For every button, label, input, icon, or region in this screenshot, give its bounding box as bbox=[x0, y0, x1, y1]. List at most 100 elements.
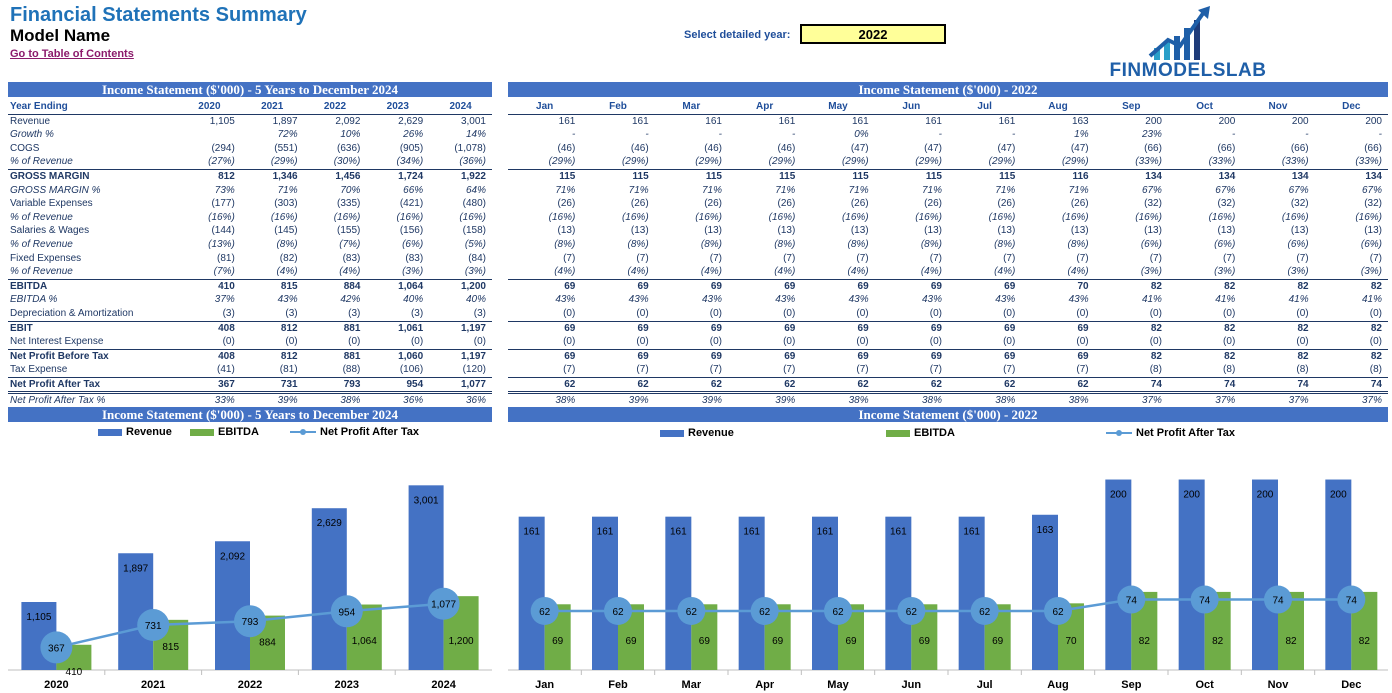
npat-point bbox=[234, 605, 266, 638]
table-cell: 62 bbox=[727, 376, 802, 395]
table-cell: (16%) bbox=[459, 211, 486, 223]
table-cell: (335) bbox=[337, 198, 361, 210]
row-label: EBIT bbox=[8, 320, 178, 336]
table-cell: 134 bbox=[1314, 168, 1388, 184]
revenue-bar bbox=[215, 541, 250, 670]
x-tick-label: 2024 bbox=[431, 679, 456, 691]
table-cell: 134 bbox=[1094, 168, 1168, 184]
table-cell: 115 bbox=[581, 168, 655, 184]
ebitda-data-label: 69 bbox=[992, 636, 1004, 647]
table-cell: - bbox=[571, 129, 576, 141]
table-cell: 1,197 bbox=[429, 348, 492, 364]
npat-data-label: 62 bbox=[759, 607, 771, 618]
table-cell: 812 bbox=[178, 168, 241, 184]
table-cell: 10% bbox=[340, 129, 361, 141]
table-cell: (34%) bbox=[396, 156, 424, 168]
table-cell: (7) bbox=[1223, 252, 1236, 264]
table-cell: 1,105 bbox=[209, 115, 235, 127]
revenue-bar bbox=[408, 485, 444, 670]
table-cell: 36% bbox=[465, 395, 486, 407]
table-cell: (7) bbox=[1369, 252, 1382, 264]
column-header: Oct bbox=[1167, 100, 1242, 115]
table-cell: (0) bbox=[783, 336, 796, 348]
legend-line-swatch bbox=[290, 429, 316, 436]
table-cell: (7) bbox=[929, 252, 942, 264]
table-cell: (158) bbox=[462, 225, 486, 237]
table-cell: (7) bbox=[636, 364, 649, 376]
table-cell: (47) bbox=[997, 142, 1016, 154]
table-row: 161 161 161 161 161 161 161 163 200 200 200 200 bbox=[508, 114, 1388, 128]
npat-data-label: 62 bbox=[1052, 607, 1064, 618]
table-cell: 161 bbox=[851, 115, 869, 127]
table-cell: 41% bbox=[1215, 294, 1236, 306]
table-cell: (0) bbox=[410, 336, 424, 348]
npat-data-label: 367 bbox=[48, 643, 65, 654]
logo-text: FINMODELSLAB bbox=[1109, 60, 1267, 81]
column-header: Mar bbox=[654, 100, 728, 115]
table-cell: 38% bbox=[848, 395, 869, 407]
ebitda-data-label: 1,200 bbox=[449, 636, 474, 647]
table-cell: (0) bbox=[709, 336, 722, 348]
revenue-data-label: 161 bbox=[523, 527, 540, 538]
table-cell: 163 bbox=[1071, 115, 1089, 127]
table-cell: (7%) bbox=[339, 238, 361, 250]
table-cell: 62 bbox=[1021, 376, 1095, 395]
npat-point bbox=[1190, 585, 1219, 614]
table-cell: (13) bbox=[1217, 225, 1236, 237]
table-cell: (480) bbox=[462, 198, 486, 210]
column-header: Apr bbox=[727, 100, 802, 115]
table-cell: - bbox=[1231, 129, 1236, 141]
table-cell: (36%) bbox=[459, 156, 486, 168]
table-cell: 71% bbox=[921, 184, 942, 196]
table-cell: 1,064 bbox=[366, 278, 430, 294]
table-cell: 43% bbox=[277, 294, 298, 306]
row-label: EBITDA bbox=[8, 278, 178, 294]
table-cell: (0) bbox=[709, 307, 722, 319]
table-cell: (66) bbox=[1364, 142, 1382, 154]
table-cell: (13) bbox=[1070, 225, 1089, 237]
table-cell: (33%) bbox=[1135, 156, 1162, 168]
x-tick-label: 2021 bbox=[141, 679, 165, 691]
table-cell: (7) bbox=[929, 364, 942, 376]
table-cell: 200 bbox=[1365, 115, 1382, 127]
legend-item: EBITDA bbox=[886, 427, 955, 439]
table-cell: (303) bbox=[274, 198, 298, 210]
npat-data-label: 1,077 bbox=[431, 600, 456, 611]
table-cell: 71% bbox=[701, 184, 722, 196]
table-cell: (47) bbox=[1070, 142, 1089, 154]
row-label: Growth % bbox=[10, 129, 54, 141]
npat-data-label: 62 bbox=[539, 607, 551, 618]
ebitda-data-label: 815 bbox=[162, 642, 179, 653]
table-cell: (8%) bbox=[1067, 238, 1089, 250]
ebitda-data-label: 1,064 bbox=[352, 636, 377, 647]
table-cell: (29%) bbox=[270, 156, 298, 168]
table-cell: 38% bbox=[995, 395, 1016, 407]
table-cell: 82 bbox=[1314, 278, 1388, 294]
revenue-bar bbox=[592, 516, 618, 670]
table-of-contents-link[interactable]: Go to Table of Contents bbox=[10, 48, 134, 60]
row-label: Variable Expenses bbox=[10, 198, 93, 210]
table-cell: 69 bbox=[1021, 348, 1095, 364]
table-cell: (0) bbox=[856, 336, 869, 348]
legend-label: Revenue bbox=[126, 426, 172, 438]
table-cell: (41) bbox=[217, 364, 235, 376]
table-row: % of Revenue (27%) (29%) (30%) (34%) (36%) bbox=[8, 155, 492, 169]
table-cell: (7) bbox=[636, 252, 649, 264]
column-header: 2023 bbox=[366, 100, 430, 115]
table-row: Tax Expense (41) (81) (88) (106) (120) bbox=[8, 363, 492, 377]
table-cell: (8%) bbox=[920, 238, 942, 250]
table-cell: 116 bbox=[1021, 168, 1095, 184]
npat-point bbox=[40, 631, 73, 664]
year-select-input[interactable]: 2022 bbox=[800, 24, 946, 44]
table-cell: (13%) bbox=[208, 238, 235, 250]
table-cell: (3%) bbox=[1360, 266, 1382, 278]
table-cell: 41% bbox=[1288, 294, 1309, 306]
table-cell: (29%) bbox=[841, 156, 869, 168]
table-cell: 69 bbox=[508, 278, 582, 294]
table-cell: 39% bbox=[277, 395, 298, 407]
table-cell: 26% bbox=[403, 129, 424, 141]
table-cell: (4%) bbox=[339, 266, 361, 278]
column-header: Jun bbox=[874, 100, 948, 115]
table-row: 69 69 69 69 69 69 69 69 82 82 82 82 bbox=[508, 348, 1388, 364]
table-cell: (26) bbox=[777, 198, 796, 210]
